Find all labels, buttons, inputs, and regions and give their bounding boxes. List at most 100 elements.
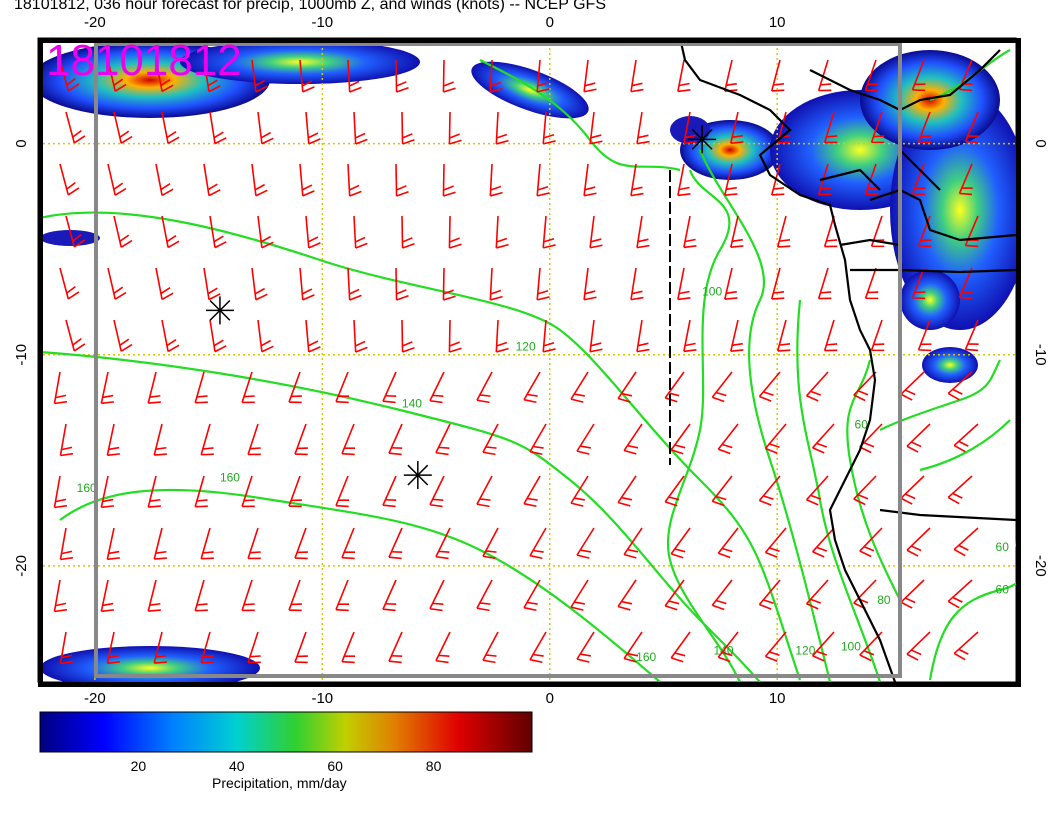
domain-box (94, 42, 902, 678)
wind-barb (476, 475, 493, 508)
wind-barb (353, 319, 368, 353)
wind-barb (724, 267, 738, 300)
wind-barb (299, 163, 315, 197)
wind-barb (147, 475, 161, 508)
wind-barb (900, 579, 925, 609)
wind-barb (683, 215, 697, 249)
wind-barb (209, 319, 227, 353)
wind-barb (617, 579, 637, 611)
wind-barb (388, 527, 403, 560)
wind-barb (817, 267, 832, 300)
wind-barb (294, 527, 308, 560)
wind-barb (299, 267, 315, 301)
wind-barb (395, 163, 409, 197)
wind-barb (576, 423, 595, 455)
asterisk-marker (688, 125, 717, 154)
wind-barb (495, 319, 509, 353)
wind-barb (776, 319, 791, 352)
wind-barb (495, 215, 509, 249)
wind-barb (523, 579, 541, 612)
wind-barb (570, 579, 589, 611)
wind-barb (106, 423, 121, 457)
wind-barb (489, 163, 503, 197)
wind-barb (476, 371, 493, 404)
contour-label: 120 (516, 339, 536, 353)
country-border (869, 188, 1016, 242)
wind-barb (247, 527, 261, 560)
wind-barb (435, 423, 451, 456)
wind-barb (859, 527, 883, 558)
wind-barb (536, 59, 550, 93)
country-border (809, 49, 1001, 112)
lon-tick-label-top: -20 (84, 14, 106, 31)
wind-barb (953, 423, 979, 453)
wind-barb (113, 319, 133, 352)
wind-barb (911, 163, 926, 196)
precip-area (922, 347, 978, 383)
wind-barb (817, 59, 832, 92)
wind-barb (395, 59, 409, 93)
wind-barb (489, 267, 503, 301)
map-title: 18101812, 036 hour forecast for precip, … (14, 0, 606, 13)
wind-barb (589, 111, 603, 145)
lon-tick-label-top: 10 (769, 14, 786, 31)
country-border (879, 508, 1016, 522)
wind-barb (382, 579, 397, 612)
wind-barb (106, 527, 121, 561)
contour-line (928, 540, 1016, 681)
wind-barb (305, 319, 321, 353)
wind-barb (589, 215, 603, 249)
wind-barb (906, 631, 931, 661)
wind-barb (717, 527, 739, 559)
precip-area (900, 270, 960, 330)
wind-barb (770, 59, 785, 92)
wind-barb (435, 527, 451, 560)
wind-barb (429, 475, 445, 508)
wind-barb (870, 319, 885, 352)
wind-barb (448, 111, 462, 145)
wind-barb (953, 631, 979, 661)
wind-barb (353, 215, 368, 249)
lon-tick-label-top: 0 (546, 14, 554, 31)
wind-barb (194, 371, 208, 404)
wind-barb (147, 371, 161, 404)
wind-barb (730, 215, 744, 248)
precip-area (471, 61, 589, 119)
wind-barb (442, 59, 456, 93)
wind-barb (758, 475, 781, 506)
wind-barb (683, 319, 697, 353)
wind-barb (953, 527, 979, 557)
wind-barb (770, 267, 785, 300)
wind-barb (947, 475, 973, 505)
wind-barb (870, 111, 885, 144)
contour-label: 140 (402, 397, 422, 411)
wind-barb (911, 267, 926, 300)
wind-barb (194, 579, 208, 612)
wind-barb (155, 163, 174, 197)
wind-barb (401, 319, 415, 353)
lon-tick-label-bottom: -10 (311, 690, 333, 707)
wind-barb (529, 631, 547, 664)
wind-barb (153, 631, 167, 664)
wind-barb (161, 215, 180, 249)
colorbar-label: Precipitation, mm/day (212, 775, 347, 791)
wind-barb (200, 631, 214, 664)
wind-barb (853, 371, 877, 402)
wind-barb (730, 111, 744, 144)
wind-barb (764, 423, 787, 454)
wind-barb (636, 111, 650, 145)
wind-barb (429, 371, 445, 404)
country-border (850, 268, 1016, 274)
lon-tick-label-bottom: -20 (84, 690, 106, 707)
wind-barb (664, 475, 685, 507)
wind-barb (106, 631, 121, 665)
wind-barb (711, 371, 733, 403)
wind-barb (523, 475, 541, 508)
contour-label: 160 (636, 650, 656, 664)
coastlines (678, 38, 1016, 682)
lon-tick-label-bottom: 0 (546, 690, 554, 707)
wind-barb (711, 579, 733, 611)
wind-barb (388, 423, 403, 456)
